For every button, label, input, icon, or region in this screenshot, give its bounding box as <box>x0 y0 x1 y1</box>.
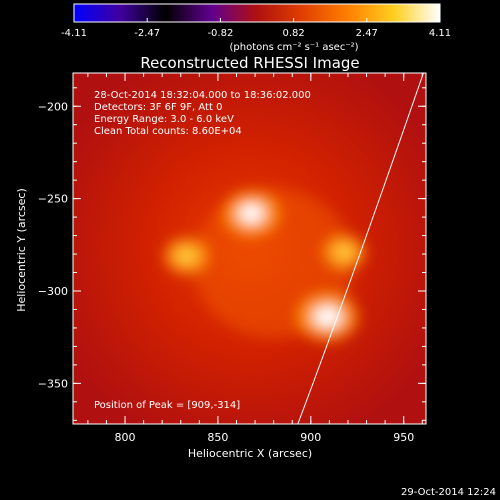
source-core <box>238 203 265 224</box>
colorbar-ticks: -4.11 -2.47 -0.82 0.82 2.47 4.11 <box>61 18 451 39</box>
emission-layer <box>164 188 365 341</box>
footer-timestamp: 29-Oct-2014 12:24 <box>401 487 496 498</box>
info-line-counts: Clean Total counts: 8.60E+04 <box>94 126 242 137</box>
y-axis-title: Heliocentric Y (arcsec) <box>15 188 28 312</box>
y-tick-label: −300 <box>38 285 68 298</box>
colorbar-unit-label: (photons cm⁻² s⁻¹ asec⁻²) <box>229 42 358 53</box>
source-core <box>176 248 197 264</box>
plot-frame <box>72 72 427 425</box>
image-area <box>73 73 426 424</box>
x-tick-label: 900 <box>300 431 321 444</box>
colorbar-tick-label: -0.82 <box>207 28 233 39</box>
colorbar-tick-label: 4.11 <box>429 28 451 39</box>
info-line-energy: Energy Range: 3.0 - 6.0 keV <box>94 114 234 125</box>
colorbar-tick-label: 2.47 <box>356 28 378 39</box>
colorbar-tick-label: 0.82 <box>282 28 304 39</box>
colorbar-tick-label: -2.47 <box>134 28 160 39</box>
x-tick-label: 850 <box>207 431 228 444</box>
y-tick-label: −350 <box>38 377 68 390</box>
x-tick-label: 950 <box>393 431 414 444</box>
info-line-time: 28-Oct-2014 18:32:04.000 to 18:36:02.000 <box>94 90 311 101</box>
observation-info: 28-Oct-2014 18:32:04.000 to 18:36:02.000… <box>94 90 311 137</box>
y-tick-label: −200 <box>38 100 68 113</box>
x-axis-title: Heliocentric X (arcsec) <box>188 447 312 460</box>
chart-title: Reconstructed RHESSI Image <box>140 54 359 72</box>
solar-limb-line <box>297 73 424 424</box>
source-core <box>313 305 342 328</box>
colorbar <box>73 3 441 23</box>
info-line-detectors: Detectors: 3F 6F 9F, Att 0 <box>94 102 222 113</box>
axes: 800 850 900 950 −200 −250 −300 −350 <box>38 73 426 444</box>
y-tick-label: −250 <box>38 193 68 206</box>
x-tick-label: 800 <box>115 431 136 444</box>
peak-position-label: Position of Peak = [909,-314] <box>94 400 240 411</box>
source-core <box>335 244 354 260</box>
colorbar-tick-label: -4.11 <box>61 28 87 39</box>
